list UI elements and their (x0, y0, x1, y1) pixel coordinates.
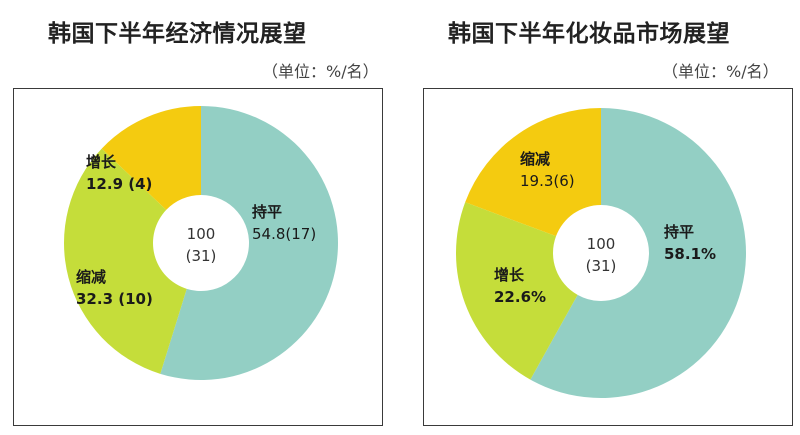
unit-label-cosmetics: （单位：%/名） (662, 62, 779, 81)
donut-center-count: (31) (586, 257, 617, 275)
donut-center-total: 100 (587, 235, 616, 253)
slice-value-label: 19.3(6) (520, 172, 575, 190)
slice-value-label: 58.1% (664, 245, 716, 263)
unit-label-economy: （单位：%/名） (262, 62, 379, 81)
chart-title-cosmetics: 韩国下半年化妆品市场展望 (448, 21, 730, 47)
donut-chart-economy: 持平 54.8(17) 缩减 32.3 (10) 增长 12.9 (4) 100 (31) (64, 106, 338, 380)
slice-name-label: 增长 (494, 266, 525, 284)
donut-center-total: 100 (187, 225, 216, 243)
slice-name-label: 缩减 (520, 150, 550, 168)
slice-name-label: 持平 (664, 223, 694, 241)
slice-value-label: 54.8(17) (252, 225, 316, 243)
slice-value-label: 12.9 (4) (86, 175, 152, 193)
donut-slice-2 (465, 108, 601, 237)
donut-slice-0 (160, 106, 338, 380)
slice-name-label: 增长 (86, 153, 117, 171)
donut-chart-cosmetics: 持平 58.1% 增长 22.6% 缩减 19.3(6) 100 (31) (456, 108, 746, 398)
donut-slice-2 (101, 106, 201, 210)
chart-title-economy: 韩国下半年经济情况展望 (48, 21, 307, 47)
donut-frame-economy: 持平 54.8(17) 缩减 32.3 (10) 增长 12.9 (4) 100 (31) (13, 88, 383, 426)
slice-name-label: 缩减 (76, 268, 106, 286)
donut-center-count: (31) (186, 247, 217, 265)
donut-slice-1 (64, 148, 187, 374)
slice-value-label: 32.3 (10) (76, 290, 153, 308)
donut-slice-1 (456, 202, 578, 380)
donut-frame-cosmetics: 持平 58.1% 增长 22.6% 缩减 19.3(6) 100 (31) (423, 88, 793, 426)
slice-value-label: 22.6% (494, 288, 546, 306)
donut-slice-0 (530, 108, 746, 398)
slice-name-label: 持平 (252, 203, 282, 221)
